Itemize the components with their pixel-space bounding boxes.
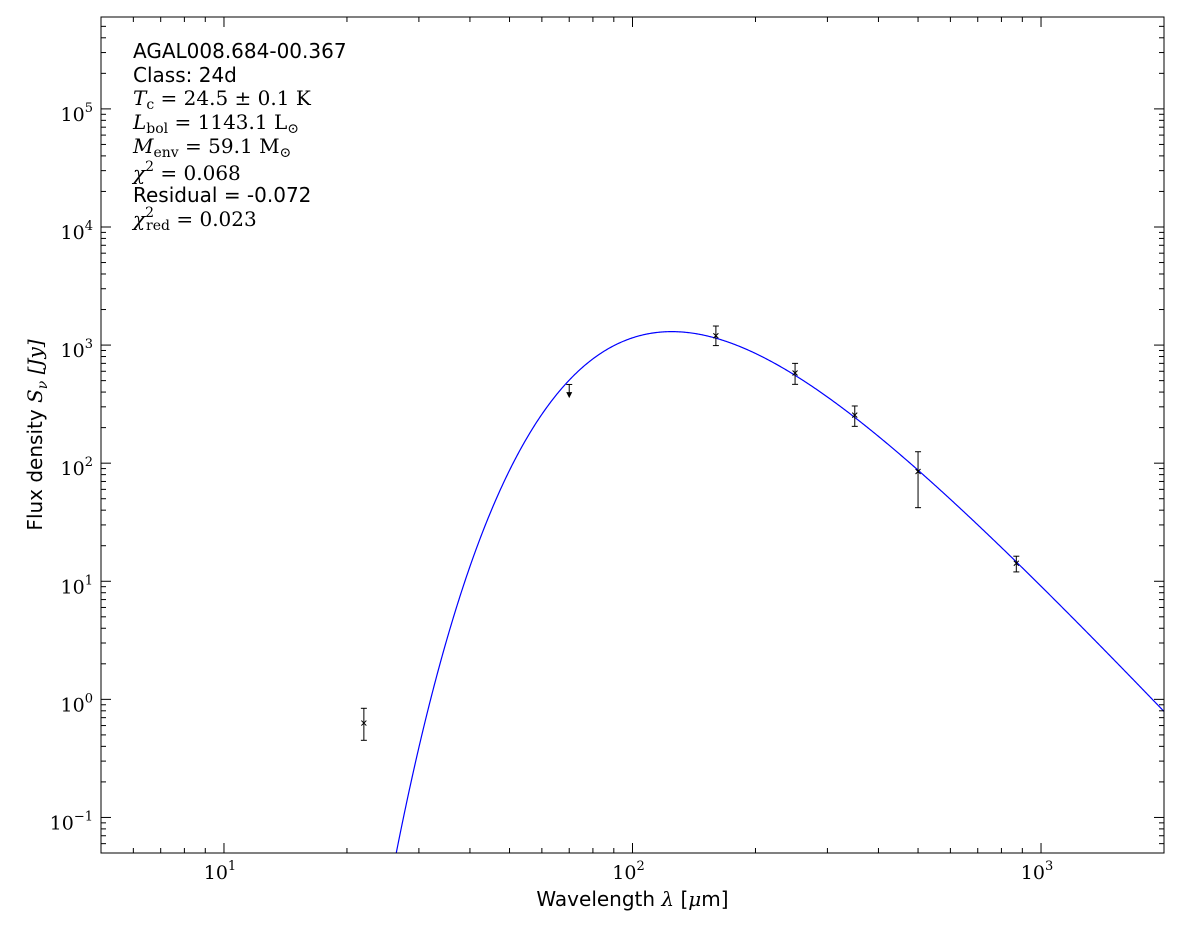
y-axis-label: Flux density Sν [Jy]	[23, 339, 51, 530]
reduced-chi-squared-label: χ2 red = 0.023	[131, 205, 257, 234]
axis-labels-layer: Wavelength λ [μm] Flux density Sν [Jy]	[23, 339, 729, 911]
data-point	[792, 362, 799, 385]
point-marker	[1013, 560, 1020, 567]
y-tick-label: 10−1	[50, 809, 93, 834]
y-tick-label: 101	[61, 573, 93, 598]
point-marker	[361, 720, 367, 726]
source-name: AGAL008.684-00.367	[133, 39, 347, 63]
point-marker	[915, 468, 921, 475]
residual-label: Residual = -0.072	[133, 183, 311, 207]
model-curve-layer	[395, 331, 1164, 853]
data-point	[915, 451, 922, 509]
model-curve	[395, 331, 1164, 853]
x-tick-label: 102	[612, 859, 644, 884]
x-tick-label: 101	[204, 859, 236, 884]
y-tick-label: 102	[61, 455, 93, 480]
x-axis-label: Wavelength λ [μm]	[536, 887, 728, 911]
y-tick-label: 100	[61, 691, 93, 716]
fit-annotation-block: AGAL008.684-00.367 Class: 24d Tc = 24.5 …	[131, 39, 347, 234]
upper-limit-point	[566, 383, 573, 399]
data-point	[851, 405, 858, 427]
point-marker	[792, 370, 798, 376]
x-tick-label: 103	[1021, 859, 1053, 884]
data-points-layer	[360, 325, 1020, 741]
y-tick-label: 104	[61, 219, 93, 244]
luminosity-label: Lbol = 1143.1 L⊙	[132, 110, 299, 137]
envelope-mass-label: Menv = 59.1 M⊙	[132, 134, 291, 161]
temperature-label: Tc = 24.5 ± 0.1 K	[133, 86, 312, 113]
data-point	[1013, 555, 1020, 573]
point-marker	[851, 412, 858, 419]
data-point	[712, 325, 719, 347]
point-marker	[713, 332, 719, 339]
y-tick-label: 105	[61, 101, 93, 126]
data-point	[360, 707, 367, 741]
y-tick-label: 103	[61, 337, 93, 362]
axis-ticks-layer: 101 102 103 10−1 100 101 102 103 104 105	[50, 16, 1165, 884]
upper-limit-arrow	[566, 392, 573, 399]
class-label: Class: 24d	[133, 63, 237, 87]
chi-squared-label: χ2 = 0.068	[131, 159, 241, 185]
